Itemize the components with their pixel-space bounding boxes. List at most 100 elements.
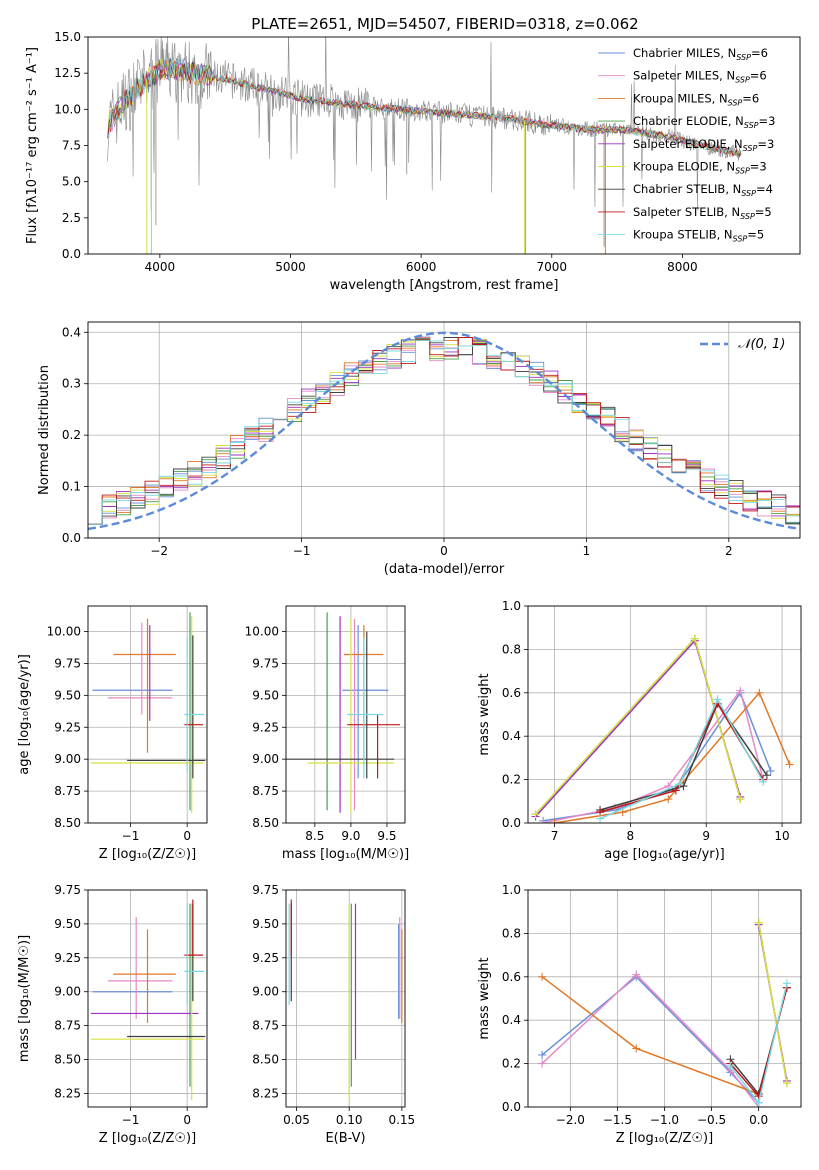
x-tick-label: 1	[583, 544, 591, 558]
model-spectrum-chabrier-stelib	[107, 57, 742, 158]
histogram-kroupa-stelib	[88, 340, 800, 525]
legend-suffix: =3	[759, 114, 776, 128]
legend-entry: Chabrier STELIB, NSSP=4	[633, 182, 773, 198]
y-axis-label: Flux [fλ10⁻¹⁷ erg cm⁻² s⁻¹ A⁻¹]	[25, 47, 40, 244]
legend-entry: Chabrier ELODIE, NSSP=3	[633, 114, 775, 130]
y-axis-label: Normed distribution	[37, 365, 52, 495]
weight-marker	[550, 819, 559, 823]
axes-frame	[527, 605, 802, 824]
legend-subscript: SSP	[736, 53, 751, 62]
y-tick-label: 12.5	[54, 66, 81, 80]
x-tick-label: −1.5	[603, 1113, 632, 1127]
panel-3: 8.5 9.0 9.5 8.50 8.75 9.00 9.25 9.50 9.75 10.00 ma…	[245, 605, 409, 862]
legend-label: Chabrier ELODIE, N	[633, 114, 744, 128]
y-tick-label: 9.00	[54, 752, 81, 766]
y-tick-label: 9.25	[54, 951, 81, 965]
legend-subscript: SSP	[740, 212, 755, 221]
legend-suffix: =6	[750, 69, 767, 83]
legend-subscript: SSP	[728, 98, 743, 107]
x-tick-label: −0.5	[697, 1113, 726, 1127]
axes-frame	[87, 889, 208, 1108]
x-tick-label: −1	[293, 544, 311, 558]
x-tick-label: 8	[627, 829, 635, 843]
weight-marker	[755, 688, 764, 697]
legend-subscript: SSP	[735, 167, 750, 176]
y-tick-label: 2.5	[62, 211, 81, 225]
plot-area	[286, 612, 400, 813]
y-tick-label: 9.75	[54, 883, 81, 897]
y-tick-label: 1.0	[502, 883, 521, 897]
weight-line-kroupa-stelib	[599, 697, 764, 820]
y-tick-label: 8.75	[252, 784, 279, 798]
model-spectrum-salpeter-stelib	[107, 60, 742, 157]
x-tick-label: −1.0	[650, 1113, 679, 1127]
y-tick-label: 0.2	[62, 428, 81, 442]
y-tick-label: 0.0	[502, 1100, 521, 1114]
axes-frame	[87, 36, 801, 255]
x-tick-label: 8.5	[305, 829, 324, 843]
x-axis-label: mass [log₁₀(M/M☉)]	[282, 847, 409, 862]
plot-area	[88, 331, 800, 531]
legend-entry: Salpeter STELIB, NSSP=5	[633, 205, 772, 221]
x-axis-label: (data-model)/error	[384, 562, 505, 577]
y-tick-label: 9.75	[252, 883, 279, 897]
weight-line-chabrier-miles	[541, 975, 760, 1104]
legend-suffix: =5	[755, 205, 772, 219]
legend-entry: Kroupa ELODIE, NSSP=3	[633, 160, 767, 176]
weight-marker	[766, 766, 775, 775]
axes-frame	[285, 605, 406, 824]
y-tick-label: 0.4	[502, 729, 521, 743]
figure-title: PLATE=2651, MJD=54507, FIBERID=0318, z=0…	[251, 15, 638, 33]
x-tick-label: 7	[551, 829, 559, 843]
weight-line-chabrier-elodie	[535, 636, 742, 815]
weight-marker	[713, 695, 722, 704]
y-tick-label: 0.6	[502, 970, 521, 984]
y-tick-label: 9.25	[252, 951, 279, 965]
legend-label: Salpeter ELODIE, N	[633, 137, 743, 151]
y-tick-label: 10.00	[47, 625, 81, 639]
plot-area	[90, 612, 206, 813]
weight-marker	[762, 771, 771, 780]
legend-entry: 𝒩(0, 1)	[738, 337, 785, 352]
y-tick-label: 8.50	[252, 816, 279, 830]
y-tick-label: 9.50	[252, 688, 279, 702]
y-tick-label: 0.0	[502, 816, 521, 830]
x-axis-label: Z [log₁₀(Z/Z☉)]	[616, 1131, 713, 1146]
legend-subscript: SSP	[733, 235, 748, 244]
y-tick-label: 8.25	[252, 1086, 279, 1100]
y-axis-label: mass weight	[477, 957, 492, 1039]
y-tick-label: 9.75	[54, 656, 81, 670]
legend-suffix: =3	[757, 137, 774, 151]
x-axis-label: Z [log₁₀(Z/Z☉)]	[99, 847, 196, 862]
y-tick-label: 8.75	[252, 1019, 279, 1033]
weight-marker	[632, 970, 641, 979]
legend-subscript: SSP	[741, 189, 756, 198]
weight-line-kroupa-elodie	[757, 922, 788, 1084]
legend-entry: Salpeter ELODIE, NSSP=3	[633, 137, 774, 153]
y-tick-label: 9.50	[252, 917, 279, 931]
weight-line-kroupa-miles	[541, 976, 759, 1095]
plot-area	[531, 634, 794, 823]
y-tick-label: 0.6	[502, 686, 521, 700]
y-tick-label: 9.25	[252, 720, 279, 734]
x-tick-label: 10	[774, 829, 789, 843]
axes-frame	[285, 889, 406, 1108]
y-tick-label: 10.0	[54, 102, 81, 116]
x-tick-label: 9	[702, 829, 710, 843]
y-tick-label: 8.50	[54, 816, 81, 830]
panel-6: 0.05 0.10 0.15 8.25 8.50 8.75 9.00 9.25 9.50 9.75…	[252, 883, 415, 1146]
weight-marker	[754, 918, 763, 927]
legend-subscript: SSP	[743, 144, 758, 153]
panel-2: −1 0 8.50 8.75 9.00 9.25 9.50 9.75 10.00 Z [log₁₀…	[17, 605, 208, 862]
legend-suffix: =3	[750, 160, 767, 174]
y-tick-label: 5.0	[62, 175, 81, 189]
weight-marker	[754, 1098, 763, 1107]
plot-area	[288, 899, 403, 1101]
weight-marker	[538, 1050, 547, 1059]
legend-label: Kroupa STELIB, N	[633, 228, 733, 242]
x-tick-label: 7000	[537, 260, 568, 274]
plot-area	[538, 918, 791, 1107]
y-tick-label: 9.75	[252, 656, 279, 670]
weight-marker	[690, 634, 699, 643]
